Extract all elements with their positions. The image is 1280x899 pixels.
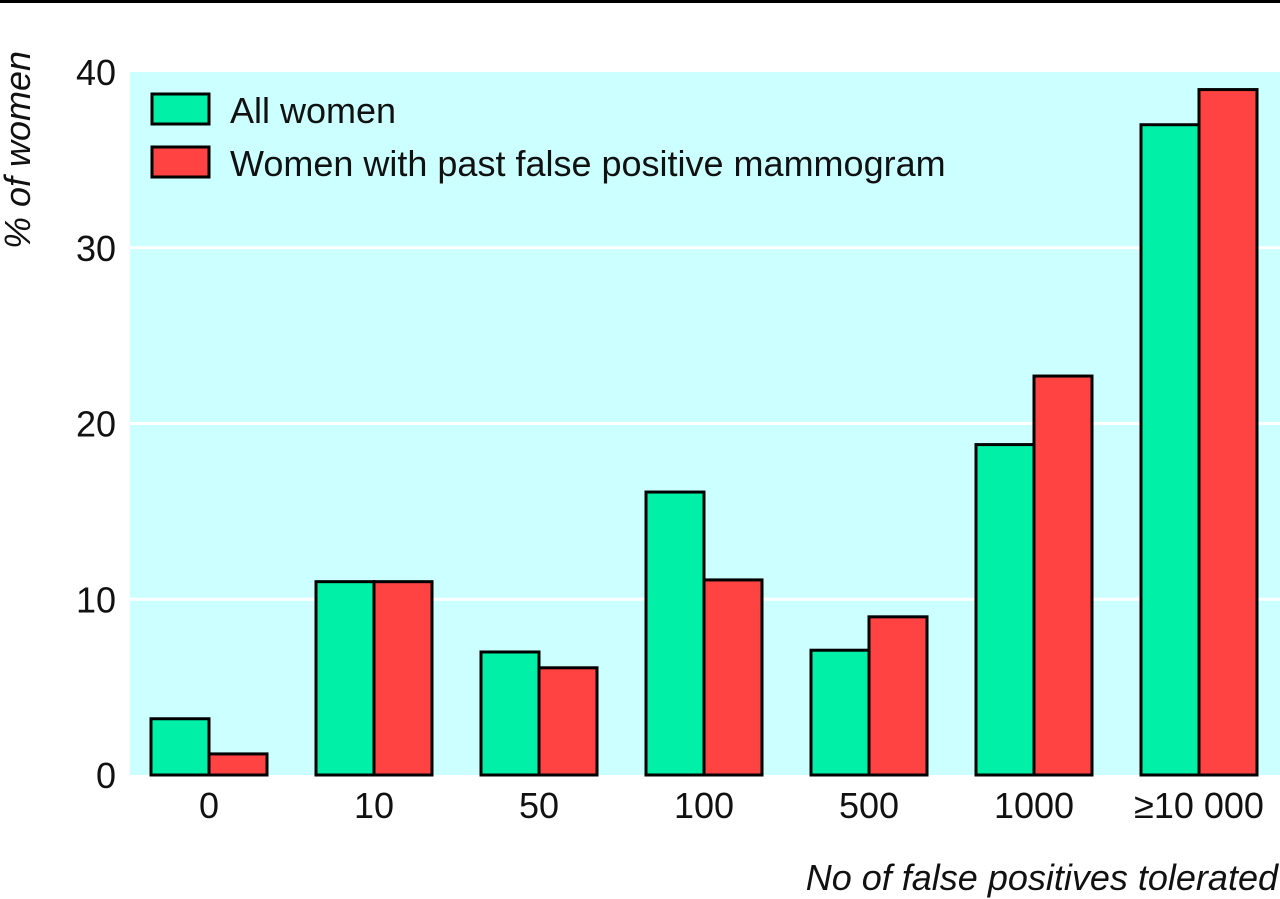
bar-all-women-3 [644,490,706,777]
x-tick-label: 50 [519,785,559,826]
bar-all-women-0 [149,717,211,777]
y-tick-label: 0 [96,755,116,796]
legend-swatch-all-women [150,92,211,126]
bar-women-past-false-positive-0 [207,752,269,777]
x-tick-label: 1000 [994,785,1074,826]
bar-women-past-false-positive-2 [537,666,599,777]
legend-label-all-women: All women [230,90,396,131]
x-axis-ticks: 0 10 50 100 500 1000 ≥10 000 [199,785,1264,826]
x-tick-label: 0 [199,785,219,826]
bar-women-past-false-positive-1 [372,580,434,777]
bar-all-women-4 [809,648,871,777]
bar-all-women-5 [974,443,1036,777]
x-tick-label: 10 [354,785,394,826]
bar-all-women-2 [479,650,541,777]
bar-all-women-6 [1139,123,1201,777]
y-axis-ticks: 0 10 20 30 40 [76,52,116,796]
y-tick-label: 20 [76,404,116,445]
bar-women-past-false-positive-5 [1032,374,1094,777]
bar-women-past-false-positive-6 [1197,88,1259,777]
x-tick-label: ≥10 000 [1134,785,1264,826]
x-tick-label: 100 [674,785,734,826]
bars [149,88,1259,777]
x-axis-title: No of false positives tolerated [806,857,1279,898]
legend: All women Women with past false positive… [150,90,946,184]
x-tick-label: 500 [839,785,899,826]
bar-all-women-1 [314,580,376,777]
bar-women-past-false-positive-3 [702,578,764,777]
legend-swatch-women-past-false-positive [150,145,211,179]
y-tick-label: 30 [76,228,116,269]
y-tick-label: 10 [76,579,116,620]
y-axis-title: % of women [0,51,38,249]
y-tick-label: 40 [76,52,116,93]
bar-women-past-false-positive-4 [867,615,929,777]
legend-label-women-past-false-positive: Women with past false positive mammogram [230,143,946,184]
